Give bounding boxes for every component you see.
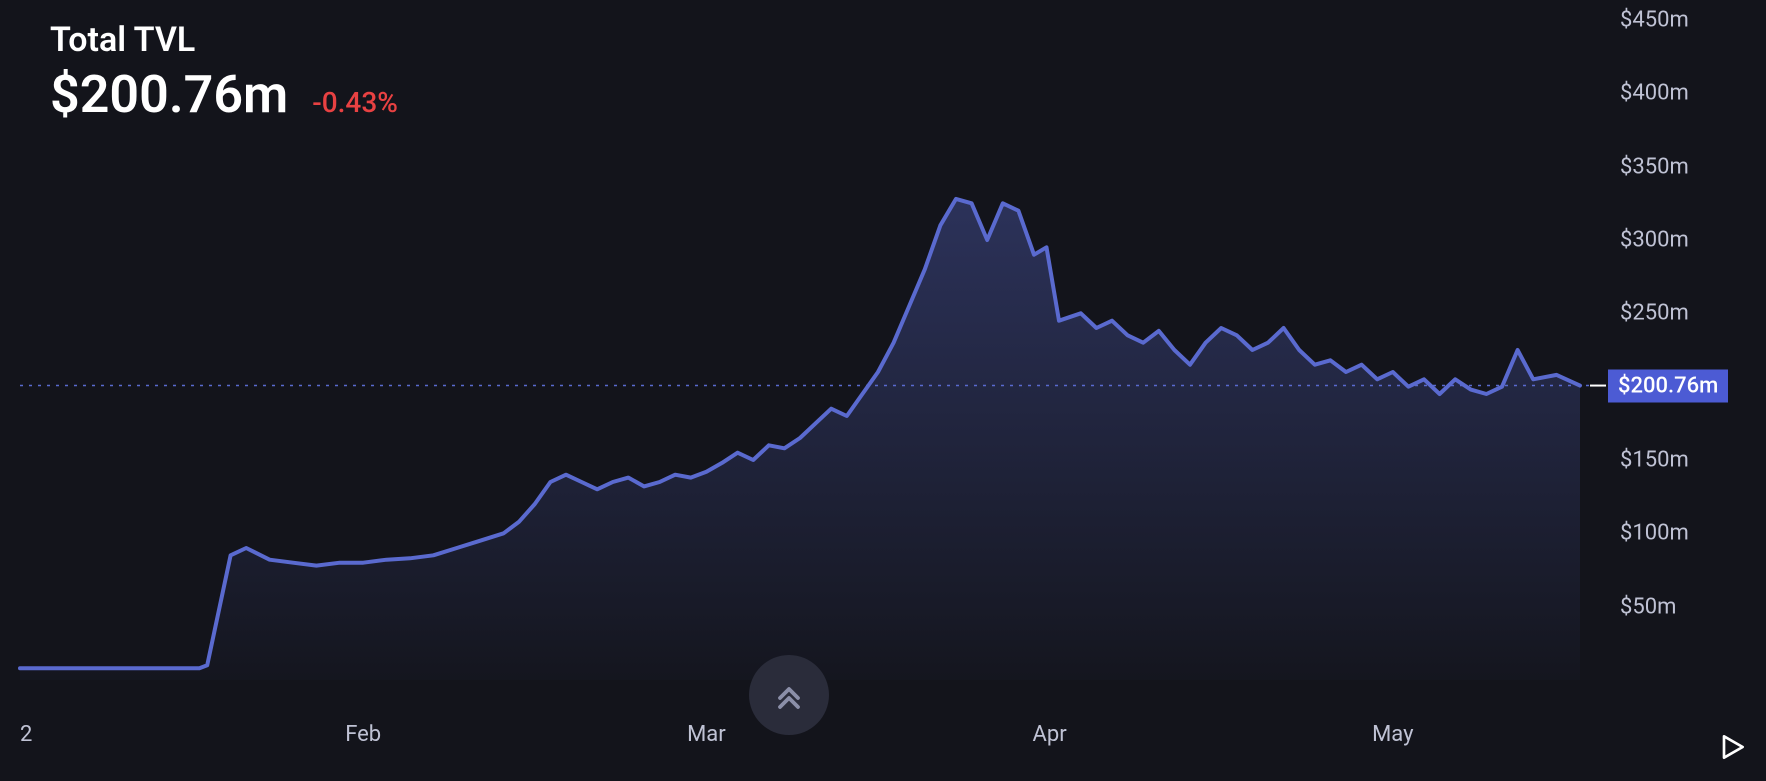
y-axis-label: $350m [1620,154,1689,179]
y-axis-label: $250m [1620,301,1689,326]
y-axis-label: $150m [1620,448,1689,473]
y-axis-label: $100m [1620,521,1689,546]
chart-container: $50m$100m$150m$200m$250m$300m$350m$400m$… [0,0,1766,781]
play-icon [1716,731,1748,763]
chevrons-up-icon [771,677,807,713]
x-axis-start-label: 2 [20,722,32,747]
y-axis-label: $300m [1620,228,1689,253]
scroll-top-button[interactable] [749,655,829,735]
tvl-area-chart[interactable] [0,0,1766,781]
y-axis-label: $50m [1620,594,1676,619]
play-button[interactable] [1716,731,1748,763]
x-axis-label: May [1372,722,1413,747]
x-axis-label: Apr [1033,722,1067,747]
y-axis-label: $450m [1620,8,1689,33]
x-axis-label: Feb [345,722,381,747]
current-value-badge: $200.76m [1608,369,1728,402]
x-axis-label: Mar [687,722,726,747]
y-axis-label: $400m [1620,81,1689,106]
